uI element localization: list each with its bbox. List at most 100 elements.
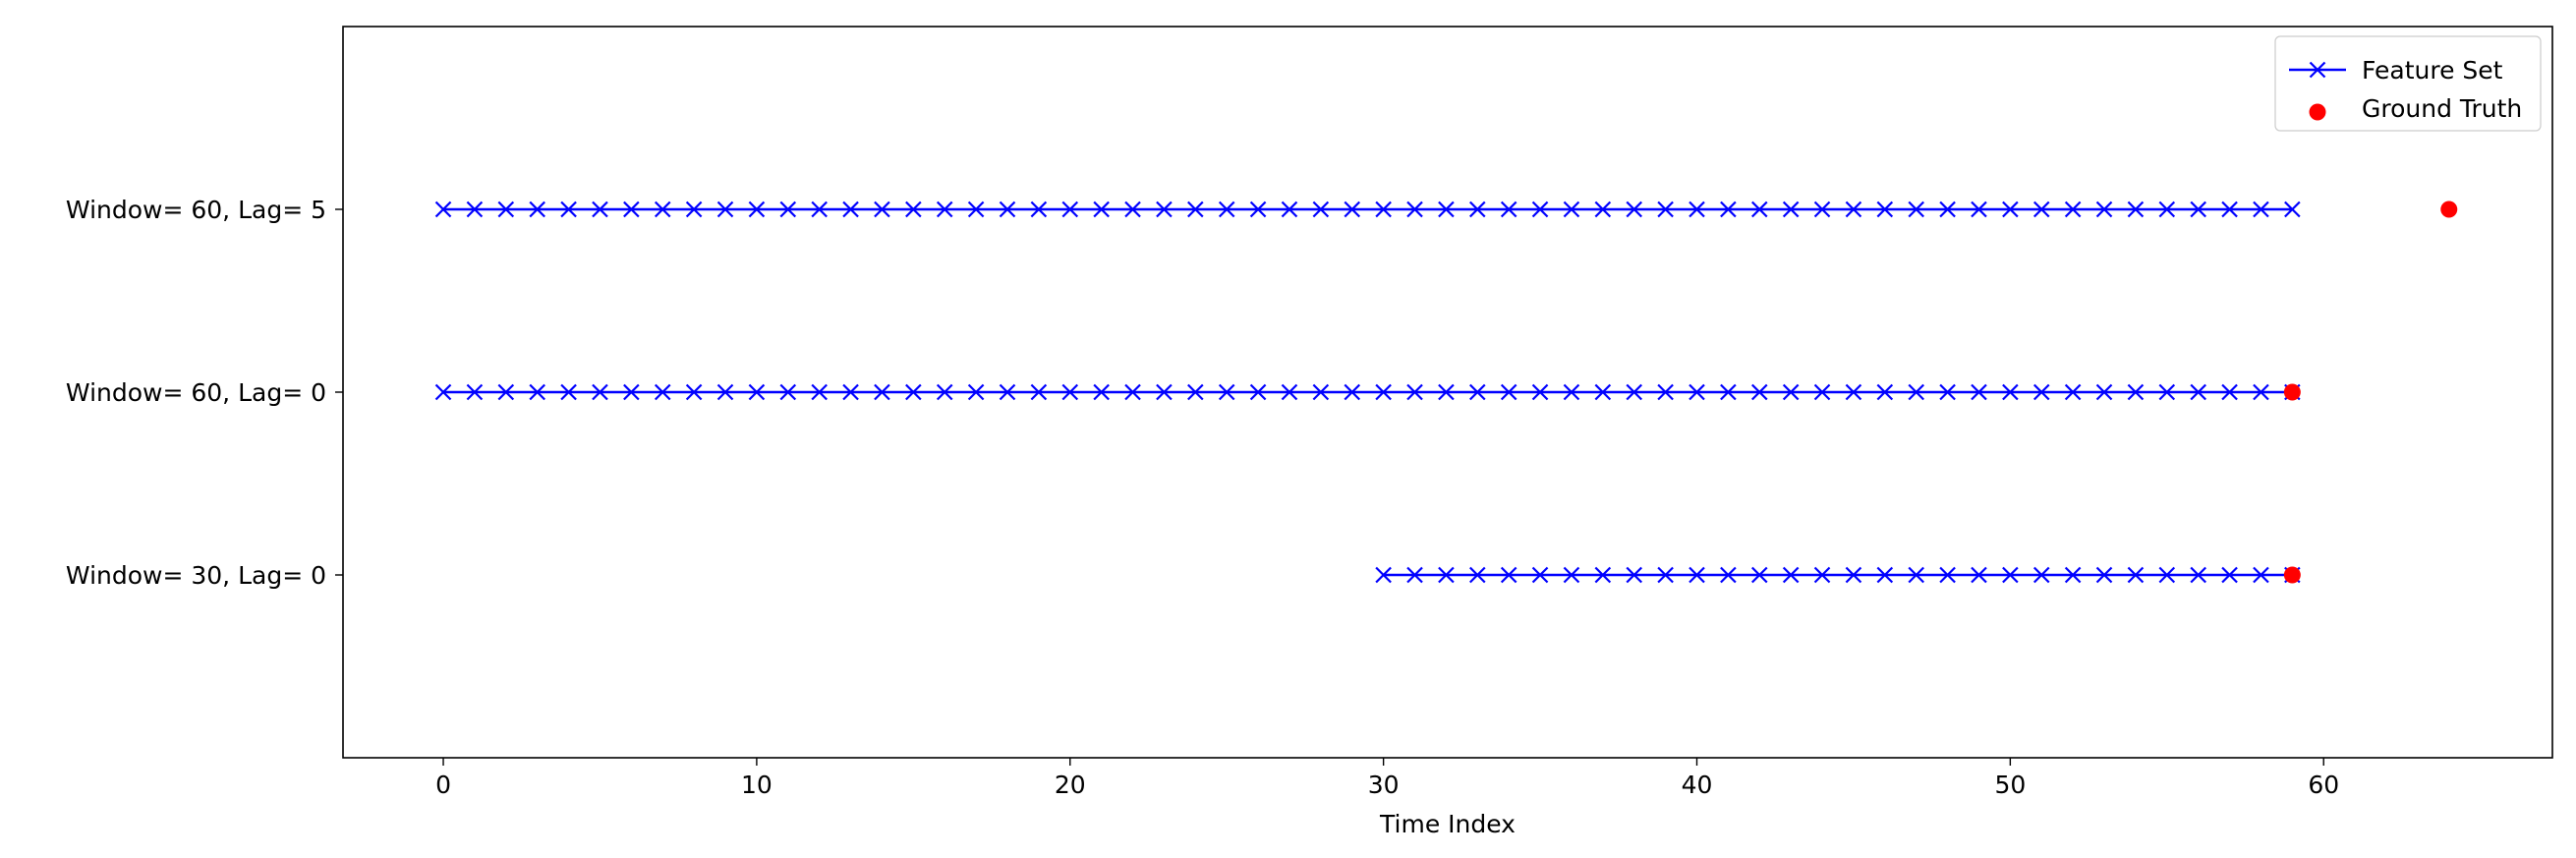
feature-set-point-0-0-stroke-b xyxy=(434,200,452,218)
feature-set-point-0-22 xyxy=(1124,200,1141,218)
feature-set-point-0-28 xyxy=(1312,200,1330,218)
feature-set-point-0-26 xyxy=(1249,200,1267,218)
x-tick-label-10: 10 xyxy=(741,771,773,799)
feature-set-point-0-30-stroke-b xyxy=(1375,200,1392,218)
feature-set-point-0-55-stroke-b xyxy=(2158,200,2176,218)
feature-set-point-1-14-stroke-b xyxy=(874,383,890,401)
feature-set-point-0-19 xyxy=(1030,200,1048,218)
feature-set-point-0-43-stroke-b xyxy=(1782,200,1800,218)
feature-set-point-2-53 xyxy=(2095,566,2113,584)
feature-set-point-1-27 xyxy=(1281,383,1298,401)
feature-set-point-1-34-stroke-b xyxy=(1500,383,1517,401)
feature-set-point-0-34 xyxy=(1500,200,1517,218)
feature-set-point-0-57 xyxy=(2221,200,2238,218)
feature-set-point-0-1-stroke-b xyxy=(466,200,484,218)
feature-set-point-1-0-stroke-b xyxy=(434,383,452,401)
feature-set-point-1-42-stroke-b xyxy=(1750,383,1768,401)
feature-set-point-2-50 xyxy=(2002,566,2019,584)
feature-set-point-0-3-stroke-b xyxy=(529,200,545,218)
feature-set-point-2-52 xyxy=(2064,566,2082,584)
feature-set-point-0-47-stroke-b xyxy=(1908,200,1924,218)
feature-set-point-1-41 xyxy=(1720,383,1737,401)
feature-set-point-1-25 xyxy=(1218,383,1235,401)
x-tick-label-30: 30 xyxy=(1368,771,1400,799)
feature-set-point-1-34 xyxy=(1500,383,1517,401)
feature-set-point-0-48 xyxy=(1939,200,1956,218)
feature-set-point-0-5-stroke-b xyxy=(592,200,608,218)
feature-set-point-0-25 xyxy=(1218,200,1235,218)
feature-set-point-0-38-stroke-b xyxy=(1626,200,1643,218)
feature-set-point-1-53-stroke-b xyxy=(2095,383,2113,401)
feature-set-point-0-49 xyxy=(1971,200,1987,218)
legend-feature-set-marker-stroke-b xyxy=(2309,61,2326,79)
feature-set-point-0-19-stroke-b xyxy=(1030,200,1048,218)
feature-set-point-1-48-stroke-b xyxy=(1939,383,1956,401)
feature-set-point-2-37 xyxy=(1594,566,1612,584)
feature-set-point-1-39-stroke-b xyxy=(1657,383,1674,401)
feature-set-point-0-37-stroke-b xyxy=(1594,200,1612,218)
feature-set-point-0-47 xyxy=(1908,200,1924,218)
feature-set-point-1-7-stroke-b xyxy=(654,383,671,401)
ground-truth-point-0 xyxy=(2440,200,2458,218)
feature-set-point-1-11-stroke-b xyxy=(779,383,797,401)
feature-set-point-2-36-stroke-b xyxy=(1563,566,1580,584)
feature-set-point-0-13 xyxy=(842,200,859,218)
feature-set-point-2-49 xyxy=(1971,566,1987,584)
feature-set-point-1-19-stroke-b xyxy=(1030,383,1048,401)
feature-set-point-0-2 xyxy=(497,200,515,218)
feature-set-point-1-56 xyxy=(2190,383,2206,401)
feature-set-point-1-22-stroke-b xyxy=(1124,383,1141,401)
feature-set-point-0-51 xyxy=(2032,200,2050,218)
y-axis: Window= 30, Lag= 0 Window= 60, Lag= 0 Wind… xyxy=(66,196,343,590)
feature-set-point-0-32-stroke-b xyxy=(1438,200,1455,218)
feature-set-point-1-21 xyxy=(1093,383,1110,401)
feature-set-point-0-57-stroke-b xyxy=(2221,200,2238,218)
feature-set-point-1-43 xyxy=(1782,383,1800,401)
feature-set-point-1-23-stroke-b xyxy=(1156,383,1173,401)
feature-set-point-1-50-stroke-b xyxy=(2002,383,2019,401)
feature-set-point-1-45-stroke-b xyxy=(1845,383,1862,401)
feature-set-point-2-30-stroke-b xyxy=(1375,566,1392,584)
feature-set-point-0-46 xyxy=(1876,200,1894,218)
feature-set-point-2-58-stroke-b xyxy=(2253,566,2269,584)
feature-set-point-1-24 xyxy=(1187,383,1204,401)
feature-set-point-0-50 xyxy=(2002,200,2019,218)
feature-set-point-1-29-stroke-b xyxy=(1344,383,1361,401)
feature-set-point-1-42 xyxy=(1750,383,1768,401)
feature-set-point-0-14-stroke-b xyxy=(874,200,890,218)
feature-set-point-1-2-stroke-b xyxy=(497,383,515,401)
feature-set-point-0-4 xyxy=(560,200,577,218)
feature-set-point-2-51-stroke-b xyxy=(2032,566,2050,584)
feature-set-point-2-32-stroke-b xyxy=(1438,566,1455,584)
feature-set-point-1-4-stroke-b xyxy=(560,383,577,401)
feature-set-point-2-43 xyxy=(1782,566,1800,584)
feature-set-point-1-13-stroke-b xyxy=(842,383,859,401)
feature-set-point-1-58-stroke-b xyxy=(2253,383,2269,401)
feature-set-point-0-18 xyxy=(999,200,1016,218)
feature-set-point-1-30 xyxy=(1375,383,1392,401)
feature-set-point-0-8-stroke-b xyxy=(685,200,703,218)
feature-set-point-2-42 xyxy=(1750,566,1768,584)
feature-set-point-1-24-stroke-b xyxy=(1187,383,1204,401)
feature-set-point-2-31-stroke-b xyxy=(1406,566,1423,584)
x-tick-label-50: 50 xyxy=(1994,771,2026,799)
feature-set-point-1-28 xyxy=(1312,383,1330,401)
feature-set-point-2-47 xyxy=(1908,566,1924,584)
feature-set-point-0-10 xyxy=(748,200,766,218)
feature-set-point-2-54 xyxy=(2127,566,2145,584)
x-tick-label-40: 40 xyxy=(1682,771,1713,799)
feature-set-point-0-15-stroke-b xyxy=(905,200,922,218)
feature-set-point-0-12-stroke-b xyxy=(811,200,828,218)
feature-set-point-1-25-stroke-b xyxy=(1218,383,1235,401)
feature-set-point-1-20-stroke-b xyxy=(1061,383,1079,401)
feature-set-point-1-55 xyxy=(2158,383,2176,401)
feature-set-point-1-56-stroke-b xyxy=(2190,383,2206,401)
feature-set-point-0-27-stroke-b xyxy=(1281,200,1298,218)
feature-set-point-1-31-stroke-b xyxy=(1406,383,1423,401)
ground-truth-point-1 xyxy=(2283,383,2301,401)
feature-set-point-1-52-stroke-b xyxy=(2064,383,2082,401)
feature-set-point-1-11 xyxy=(779,383,797,401)
feature-set-point-2-54-stroke-b xyxy=(2127,566,2145,584)
feature-set-point-0-5 xyxy=(592,200,608,218)
